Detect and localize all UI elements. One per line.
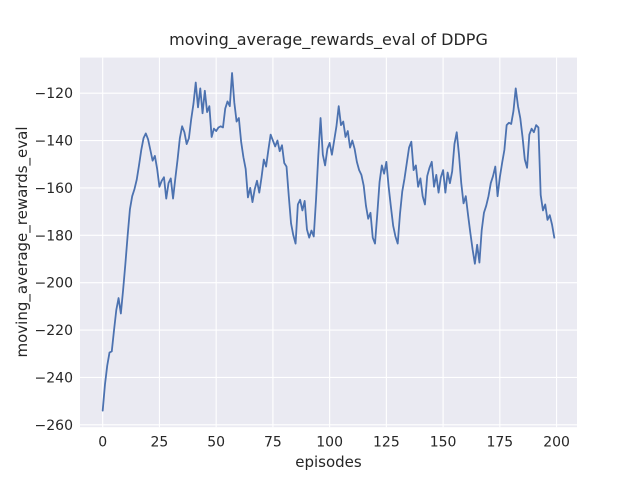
- y-tick-label: −160: [35, 181, 73, 197]
- x-tick-label: 50: [207, 435, 225, 451]
- x-tick-label: 175: [486, 435, 513, 451]
- y-axis-label: moving_average_rewards_eval: [13, 126, 31, 358]
- y-tick-label: −220: [35, 323, 73, 339]
- series-line: [101, 72, 556, 412]
- y-tick-label: −200: [35, 276, 73, 292]
- y-tick-label: −140: [35, 134, 73, 150]
- axes-background: [80, 57, 577, 428]
- y-tick-label: −180: [35, 228, 73, 244]
- x-tick-label: 125: [373, 435, 400, 451]
- y-tick-label: −240: [35, 370, 73, 386]
- x-axis-label: episodes: [295, 453, 362, 471]
- y-tick-label: −120: [35, 86, 73, 102]
- x-tick-label: 75: [264, 435, 282, 451]
- chart-title: moving_average_rewards_eval of DDPG: [169, 30, 488, 49]
- x-tick-label: 0: [98, 435, 107, 451]
- y-tick-label: −260: [35, 418, 73, 434]
- x-tick-label: 200: [543, 435, 570, 451]
- x-tick-label: 150: [430, 435, 457, 451]
- x-tick-label: 25: [151, 435, 169, 451]
- x-tick-label: 100: [316, 435, 343, 451]
